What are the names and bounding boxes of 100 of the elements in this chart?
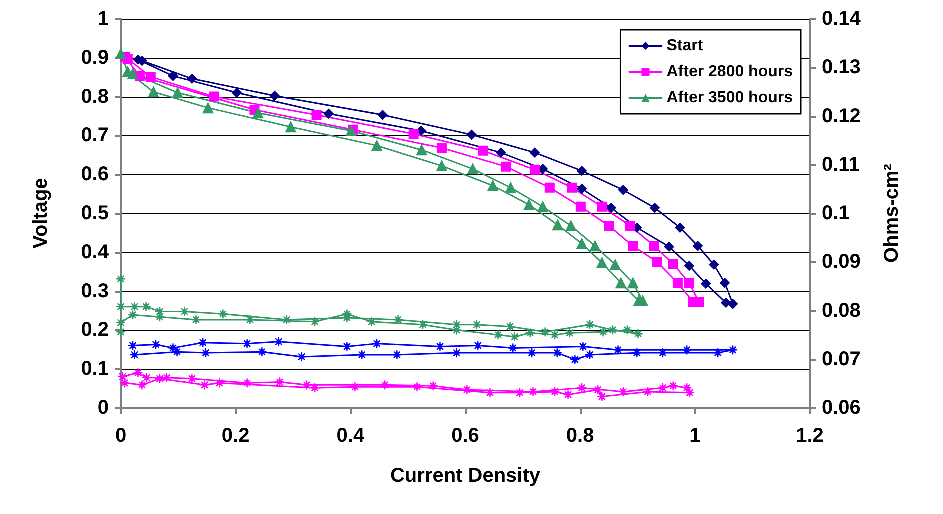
x-tick-label: 0 (115, 425, 127, 447)
point (116, 327, 126, 338)
point (552, 348, 562, 358)
point (618, 185, 628, 196)
point (684, 261, 694, 272)
point (141, 302, 152, 312)
point (478, 146, 488, 156)
point (496, 148, 506, 158)
x-tick-label: 0.2 (222, 425, 250, 447)
y2-tick-label: 0.07 (822, 348, 861, 370)
point (721, 298, 732, 308)
point (435, 342, 446, 352)
point (380, 380, 390, 390)
point (473, 340, 484, 351)
point (172, 87, 184, 98)
point (576, 238, 588, 250)
point (120, 378, 130, 388)
point (324, 108, 334, 119)
point (628, 278, 639, 289)
point (130, 350, 140, 360)
point (485, 388, 496, 398)
point (214, 378, 225, 388)
point (538, 164, 548, 174)
y-tick-label: 0.7 (81, 124, 109, 147)
point (628, 241, 638, 252)
point (162, 372, 172, 383)
point (488, 180, 499, 192)
point (610, 259, 621, 270)
point (209, 92, 220, 102)
y-tick-label: 0.5 (81, 202, 109, 224)
y-tick-label: 0 (98, 397, 109, 419)
point (191, 314, 202, 325)
point (133, 368, 144, 378)
y-axis-title: Voltage (30, 178, 52, 249)
point (608, 325, 618, 336)
point (116, 48, 126, 60)
point (684, 278, 694, 288)
point (116, 302, 126, 312)
point (604, 220, 614, 231)
point (709, 260, 720, 270)
point (180, 306, 190, 317)
y-tick-label: 0.9 (81, 46, 109, 69)
point (418, 320, 428, 330)
point (393, 314, 404, 325)
y2-tick-label: 0.11 (822, 154, 860, 176)
point (462, 385, 472, 396)
point (510, 332, 520, 342)
point (452, 325, 462, 336)
point (505, 182, 516, 194)
point (187, 374, 198, 384)
y-tick-label: 0.1 (81, 358, 109, 380)
point (570, 354, 580, 365)
point (505, 322, 516, 332)
point (552, 220, 564, 231)
point (146, 72, 156, 82)
y2-tick-label: 0.08 (822, 300, 861, 322)
point (597, 392, 608, 402)
point (578, 342, 588, 352)
point (585, 320, 596, 330)
y2-tick-label: 0.13 (822, 56, 861, 79)
point (598, 327, 608, 338)
point (466, 130, 477, 140)
point (668, 259, 678, 270)
y2-tick-label: 0.12 (822, 105, 861, 128)
point (538, 201, 549, 212)
x-axis-title: Current Density (390, 465, 542, 487)
point (378, 110, 388, 120)
point (633, 329, 644, 340)
point (436, 160, 448, 172)
y2-tick-label: 0.06 (822, 397, 861, 419)
point (130, 302, 140, 312)
point (616, 278, 627, 289)
point (590, 240, 601, 252)
point (242, 338, 252, 349)
point (606, 203, 616, 214)
point (694, 297, 704, 308)
point (128, 340, 138, 351)
point (525, 328, 536, 338)
point (544, 182, 555, 193)
point (151, 340, 162, 350)
legend-label: After 2800 hours (666, 64, 794, 80)
point (728, 345, 738, 356)
point (296, 352, 307, 362)
point (563, 390, 574, 400)
point (530, 164, 540, 175)
point (357, 350, 368, 360)
point (728, 299, 738, 310)
point (668, 381, 678, 392)
point (524, 199, 535, 210)
point (508, 343, 518, 354)
point (472, 320, 482, 330)
point (408, 129, 419, 140)
point (416, 144, 428, 156)
point (200, 380, 210, 390)
y2-tick-label: 0.09 (822, 251, 861, 274)
point (242, 378, 252, 388)
point (232, 88, 242, 98)
point (257, 347, 268, 358)
point (720, 278, 730, 288)
point (198, 338, 208, 348)
